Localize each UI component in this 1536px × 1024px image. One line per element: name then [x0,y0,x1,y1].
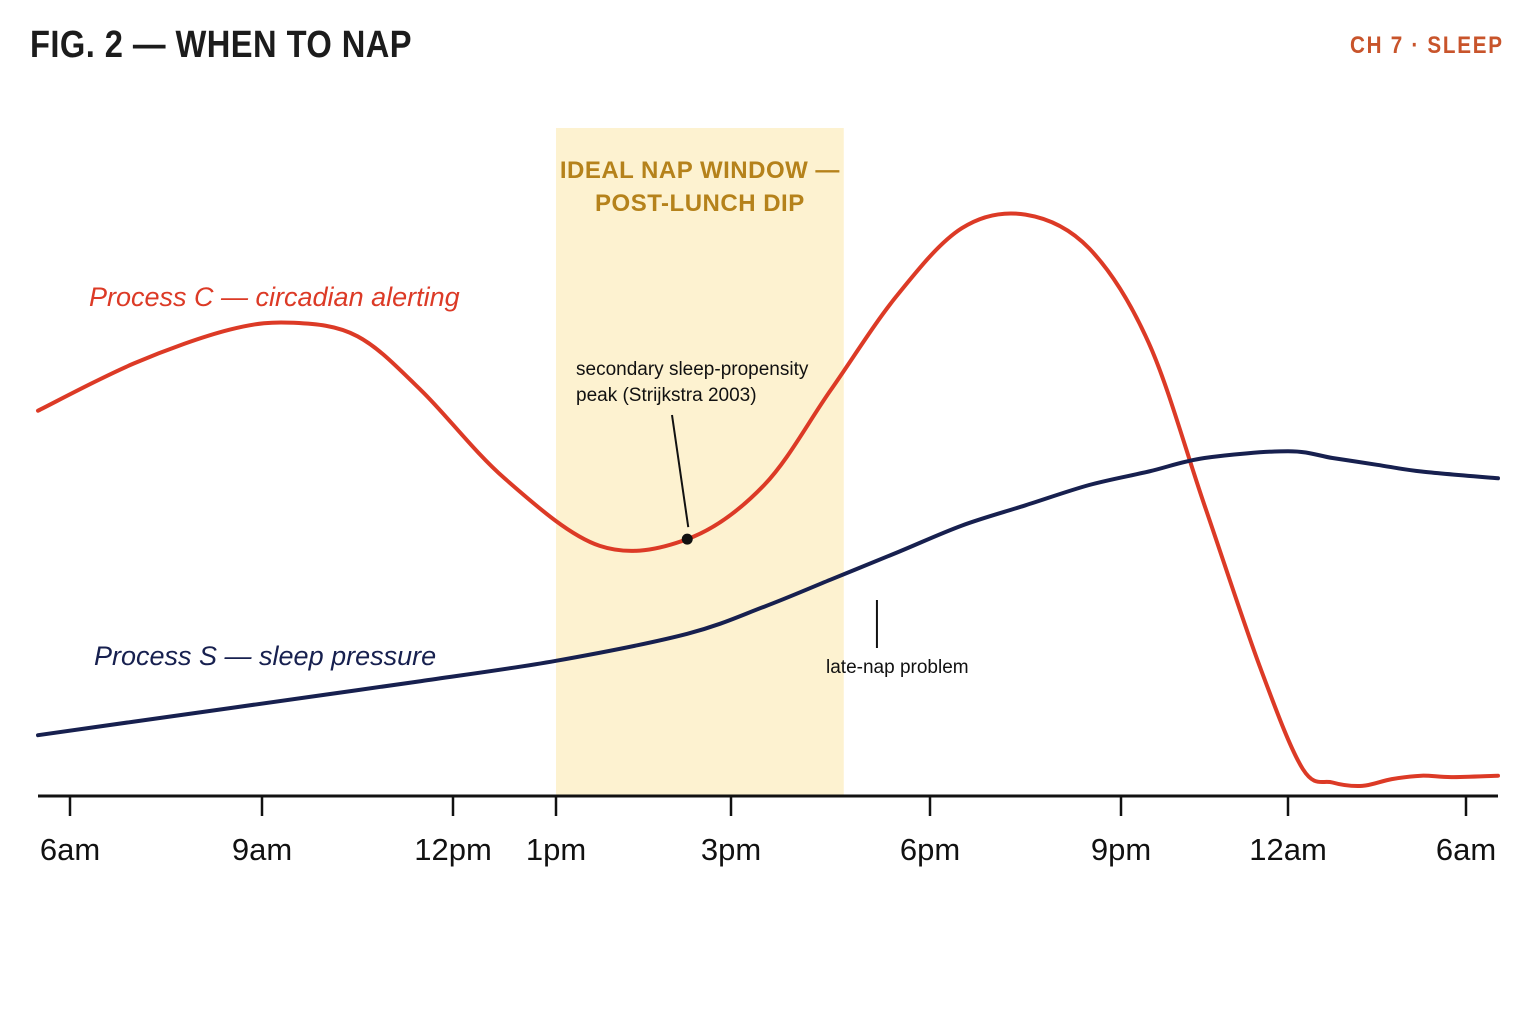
x-tick-label: 6pm [900,832,960,867]
x-tick-label: 3pm [701,832,761,867]
figure-title: FIG. 2 — WHEN TO NAP [30,24,413,66]
process-c-line [36,211,1500,789]
x-tick-label: 1pm [526,832,586,867]
process-s-line [36,449,1500,738]
secondary-peak-leader-line [671,414,690,528]
process-s-label: Process S — sleep pressure [94,641,436,671]
late-nap-note: late-nap problem [826,657,969,678]
secondary-peak-marker [681,533,693,545]
x-tick-label: 6am [1436,832,1496,867]
secondary-peak-note-line: secondary sleep-propensity [576,359,809,380]
secondary-peak-note-line: peak (Strijkstra 2003) [576,385,757,406]
x-tick-label: 9am [232,832,292,867]
nap-window-label-line: IDEAL NAP WINDOW — [560,157,840,184]
nap-window-label-line: POST-LUNCH DIP [595,190,805,217]
series-layer: Process C — circadian alerting Process S … [36,211,1500,789]
x-tick-label: 6am [40,832,100,867]
x-tick-label: 12pm [414,832,492,867]
x-tick-label: 9pm [1091,832,1151,867]
annotation-layer: secondary sleep-propensity peak (Strijkst… [576,359,969,678]
x-axis: 6am 9am 12pm 1pm 3pm 6pm 9pm 12am 6am [38,794,1498,867]
nap-window-layer: IDEAL NAP WINDOW — POST-LUNCH DIP [556,128,844,796]
nap-window-band [556,128,844,796]
x-tick-label: 12am [1249,832,1327,867]
chapter-tag: CH 7 · SLEEP [1350,32,1504,59]
process-c-label: Process C — circadian alerting [89,282,460,312]
